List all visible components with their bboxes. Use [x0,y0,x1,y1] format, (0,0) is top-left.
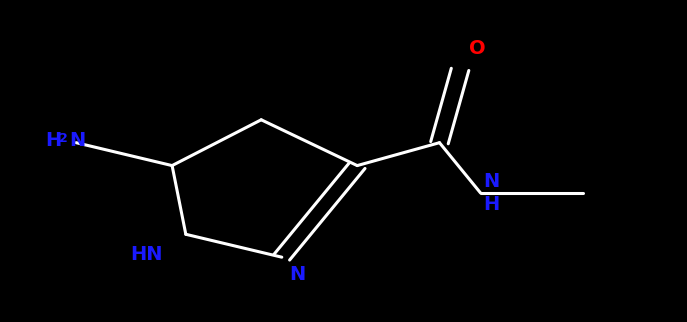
Text: H: H [45,131,62,150]
Text: O: O [469,39,486,58]
Text: 2: 2 [59,132,68,145]
Text: N: N [483,172,499,191]
Text: N: N [69,131,85,150]
Text: H: H [483,195,499,214]
Text: N: N [289,265,306,284]
Text: HN: HN [131,245,163,264]
